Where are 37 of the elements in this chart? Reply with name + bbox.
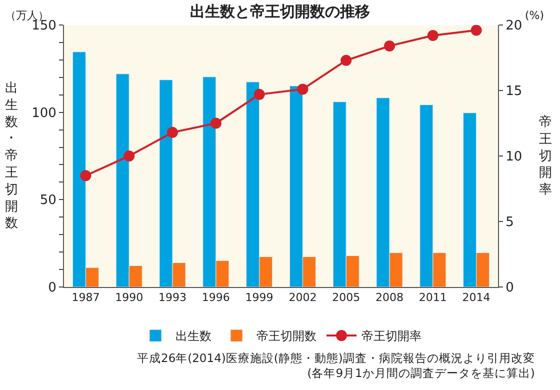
y2-tick-label: 15 [506, 84, 522, 100]
y2-tick-label: 10 [506, 150, 522, 165]
text: 平成26年(2014)医療施設(静態・動態)調査・病院報告の概況より引用改変 (各年9月1か月間の調査データを基に算出) [137, 351, 535, 380]
y2-tick-label: 20 [506, 18, 522, 34]
x-tick-label: 1999 [245, 291, 274, 304]
legend-label: 帝王切開率 [362, 329, 422, 344]
point [210, 118, 222, 129]
y-tick-label: 150 [32, 18, 56, 34]
chart-title: 出生数と帝王切開数の推移 [190, 2, 370, 20]
x-tick-label: 2005 [332, 291, 360, 304]
point [384, 40, 395, 52]
x-tick-label: 2008 [376, 291, 404, 304]
y2-axis-title: 帝王切開率 [539, 115, 552, 198]
legend-label: 帝王切開数 [256, 329, 316, 344]
point [427, 30, 438, 41]
x-tick-label: 1993 [158, 291, 186, 304]
x-tick-label: 1990 [115, 291, 144, 304]
point [124, 150, 135, 162]
y2-tick-label: 0 [506, 280, 514, 296]
y-tick-label: 100 [32, 106, 56, 121]
legend-label: 出生数 [176, 329, 212, 344]
x-tick-label: 1996 [202, 291, 230, 304]
x-tick-label: 2011 [418, 291, 447, 304]
text: 出生数･帝王切開数 [5, 81, 18, 232]
text: (%) [525, 9, 544, 22]
y2-tick-label: 5 [506, 215, 514, 230]
y-tick-label: 0 [48, 280, 56, 296]
x-tick-label: 2014 [462, 291, 490, 304]
point [80, 170, 92, 182]
point [254, 88, 265, 100]
x-tick-label: 1987 [72, 291, 100, 304]
point [167, 126, 178, 138]
x-tick-label: 2002 [288, 291, 317, 304]
point [470, 25, 482, 36]
point [340, 54, 352, 66]
y-tick-label: 50 [40, 193, 56, 208]
point [297, 84, 308, 95]
